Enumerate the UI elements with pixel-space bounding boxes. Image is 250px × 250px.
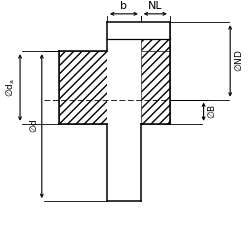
Bar — [141, 51, 170, 124]
Text: $\emptyset$d$_\mathrm{a}$: $\emptyset$d$_\mathrm{a}$ — [5, 78, 17, 97]
Bar — [141, 22, 170, 51]
Text: NL: NL — [148, 2, 162, 12]
Bar — [107, 22, 170, 39]
Bar — [107, 22, 141, 201]
Bar — [59, 51, 107, 124]
Text: b: b — [120, 2, 128, 12]
Text: $\emptyset$d: $\emptyset$d — [28, 119, 39, 134]
Text: $\emptyset$ND: $\emptyset$ND — [232, 50, 243, 72]
Text: $\emptyset$B: $\emptyset$B — [206, 104, 217, 119]
